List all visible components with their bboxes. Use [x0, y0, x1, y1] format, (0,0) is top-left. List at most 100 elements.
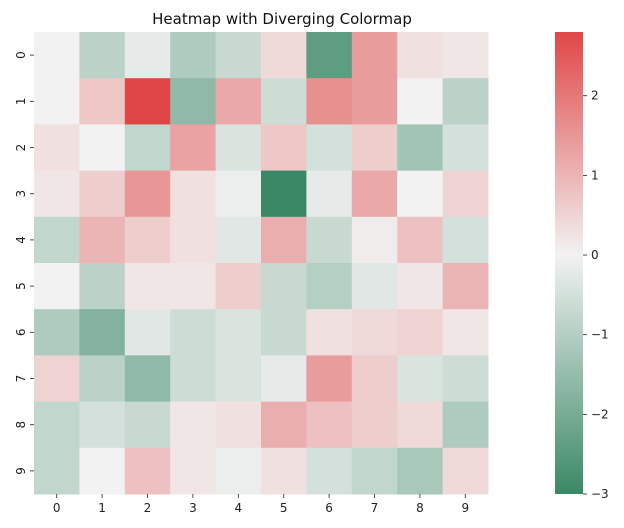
- heatmap-cell-5-0: [34, 263, 80, 310]
- heatmap-cell-2-5: [261, 124, 307, 172]
- heatmap-cell-7-3: [170, 355, 217, 403]
- heatmap-cell-4-2: [124, 216, 171, 264]
- heatmap-cell-7-7: [351, 355, 398, 403]
- colorbar-tick-label: 0: [591, 248, 599, 262]
- y-tick-label: 0: [14, 51, 28, 59]
- heatmap-cell-3-6: [306, 170, 353, 218]
- y-tick-label: 5: [14, 282, 28, 290]
- heatmap-cell-0-0: [34, 32, 80, 79]
- heatmap-cell-2-9: [442, 124, 489, 172]
- heatmap-cells: [34, 32, 489, 495]
- heatmap-cell-1-1: [79, 78, 126, 125]
- heatmap-cell-3-0: [34, 170, 80, 218]
- heatmap-cell-9-9: [442, 447, 489, 495]
- heatmap-cell-9-7: [351, 447, 398, 495]
- heatmap-cell-0-9: [442, 32, 489, 79]
- heatmap-cell-5-8: [397, 263, 444, 310]
- heatmap-cell-6-8: [397, 309, 444, 356]
- heatmap-cell-0-6: [306, 32, 353, 79]
- heatmap-cell-3-8: [397, 170, 444, 218]
- heatmap-cell-8-0: [34, 401, 80, 449]
- y-tick-label: 8: [14, 421, 28, 429]
- x-tick-label: 7: [371, 501, 379, 515]
- heatmap-cell-3-3: [170, 170, 217, 218]
- heatmap-cell-6-0: [34, 309, 80, 356]
- heatmap-cell-6-2: [124, 309, 171, 356]
- heatmap-cell-0-3: [170, 32, 217, 79]
- heatmap-cell-6-7: [351, 309, 398, 356]
- heatmap-cell-8-8: [397, 401, 444, 449]
- heatmap-cell-2-0: [34, 124, 80, 172]
- heatmap-cell-0-5: [261, 32, 307, 79]
- heatmap-cell-2-3: [170, 124, 217, 172]
- heatmap-cell-5-9: [442, 263, 489, 310]
- heatmap-cell-8-7: [351, 401, 398, 449]
- heatmap-cell-7-9: [442, 355, 489, 403]
- y-tick-label: 1: [14, 97, 28, 105]
- heatmap-cell-4-6: [306, 216, 353, 264]
- y-tick-label: 3: [14, 190, 28, 198]
- heatmap-cell-1-5: [261, 78, 307, 125]
- x-tick-label: 3: [189, 501, 197, 515]
- heatmap-cell-6-9: [442, 309, 489, 356]
- x-tick-label: 2: [144, 501, 152, 515]
- x-tick-label: 1: [98, 501, 106, 515]
- heatmap-cell-7-1: [79, 355, 126, 403]
- colorbar-tick-label: −1: [591, 328, 609, 342]
- heatmap-cell-6-6: [306, 309, 353, 356]
- heatmap-cell-0-4: [215, 32, 262, 79]
- x-tick-label: 9: [461, 501, 469, 515]
- heatmap-cell-9-2: [124, 447, 171, 495]
- y-tick-label: 9: [14, 467, 28, 475]
- heatmap-cell-1-9: [442, 78, 489, 125]
- colorbar-tick-label: −3: [591, 487, 609, 501]
- heatmap-cell-8-4: [215, 401, 262, 449]
- heatmap-cell-2-2: [124, 124, 171, 172]
- heatmap-cell-5-6: [306, 263, 353, 310]
- heatmap-cell-1-3: [170, 78, 217, 125]
- heatmap-cell-4-5: [261, 216, 307, 264]
- heatmap-cell-8-6: [306, 401, 353, 449]
- heatmap-cell-9-8: [397, 447, 444, 495]
- heatmap-cell-1-2: [124, 78, 171, 125]
- colorbar-axis: −3 −2 −1 0 1 2: [583, 89, 609, 501]
- x-tick-label: 0: [53, 501, 61, 515]
- heatmap-cell-1-8: [397, 78, 444, 125]
- heatmap-cell-7-8: [397, 355, 444, 403]
- heatmap-cell-4-0: [34, 216, 80, 264]
- heatmap-cell-7-4: [215, 355, 262, 403]
- heatmap-cell-8-5: [261, 401, 307, 449]
- heatmap-cell-5-1: [79, 263, 126, 310]
- heatmap-cell-3-1: [79, 170, 126, 218]
- y-tick-label: 2: [14, 144, 28, 152]
- colorbar-tick-label: 1: [591, 168, 599, 182]
- heatmap-cell-5-4: [215, 263, 262, 310]
- y-tick-label: 6: [14, 328, 28, 336]
- heatmap-cell-8-9: [442, 401, 489, 449]
- colorbar: [555, 32, 583, 494]
- heatmap-cell-4-8: [397, 216, 444, 264]
- x-axis: 0 1 2 3 4 5 6 7 8 9: [53, 494, 469, 515]
- heatmap-cell-9-6: [306, 447, 353, 495]
- heatmap-cell-2-6: [306, 124, 353, 172]
- heatmap-cell-4-9: [442, 216, 489, 264]
- heatmap-cell-7-2: [124, 355, 171, 403]
- y-tick-label: 7: [14, 375, 28, 383]
- heatmap-cell-4-7: [351, 216, 398, 264]
- heatmap-cell-2-1: [79, 124, 126, 172]
- colorbar-tick-label: 2: [591, 89, 599, 103]
- chart-title: Heatmap with Diverging Colormap: [152, 10, 412, 28]
- heatmap-cell-8-3: [170, 401, 217, 449]
- heatmap-cell-1-6: [306, 78, 353, 125]
- heatmap-cell-1-4: [215, 78, 262, 125]
- heatmap-cell-5-2: [124, 263, 171, 310]
- heatmap-cell-7-5: [261, 355, 307, 403]
- heatmap-cell-1-7: [351, 78, 398, 125]
- heatmap-cell-0-1: [79, 32, 126, 79]
- colorbar-tick-label: −2: [591, 407, 609, 421]
- heatmap-cell-3-5: [261, 170, 307, 218]
- heatmap-cell-4-3: [170, 216, 217, 264]
- heatmap-cell-2-4: [215, 124, 262, 172]
- heatmap-cell-5-5: [261, 263, 307, 310]
